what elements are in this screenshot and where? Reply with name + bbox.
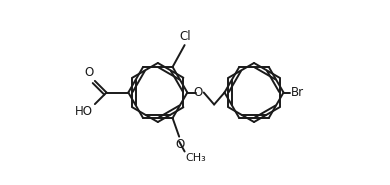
Text: O: O: [194, 86, 203, 99]
Text: HO: HO: [75, 105, 93, 118]
Text: CH₃: CH₃: [185, 153, 206, 163]
Text: O: O: [175, 138, 184, 151]
Text: O: O: [85, 66, 94, 79]
Text: Br: Br: [291, 86, 304, 99]
Text: Cl: Cl: [179, 30, 191, 43]
